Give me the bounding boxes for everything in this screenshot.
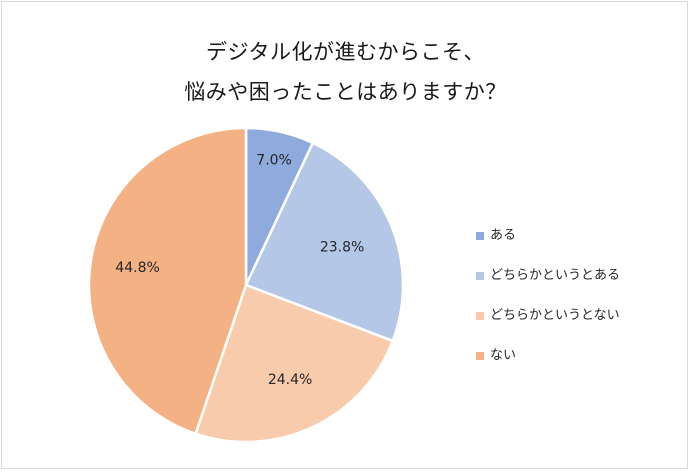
legend-swatch-1	[476, 232, 484, 240]
pie-slice-3	[194, 283, 394, 444]
data-label-3: 24.4%	[268, 372, 312, 388]
legend-label-2: どちらかというとある	[490, 268, 621, 283]
pie-data-labels: 7.0% 23.8% 24.4% 44.8%	[115, 152, 364, 387]
chart-title-line-1: デジタル化が進むからこそ、	[205, 40, 486, 64]
legend-label-3: どちらかというとない	[490, 308, 620, 323]
chart-title-line-2: 悩みや困ったことはありますか？	[184, 80, 507, 104]
legend-label-1: ある	[490, 228, 517, 243]
data-label-4: 44.8%	[115, 260, 159, 276]
data-label-2: 23.8%	[320, 239, 364, 255]
pie-slice-2	[244, 141, 405, 343]
legend-label-4: ない	[490, 348, 517, 363]
legend-swatch-2	[476, 272, 484, 280]
pie-slices	[87, 126, 405, 444]
data-label-1: 7.0%	[256, 152, 292, 168]
legend-swatch-4	[476, 352, 484, 360]
legend-swatch-3	[476, 312, 484, 320]
pie-slice-4	[87, 126, 248, 435]
